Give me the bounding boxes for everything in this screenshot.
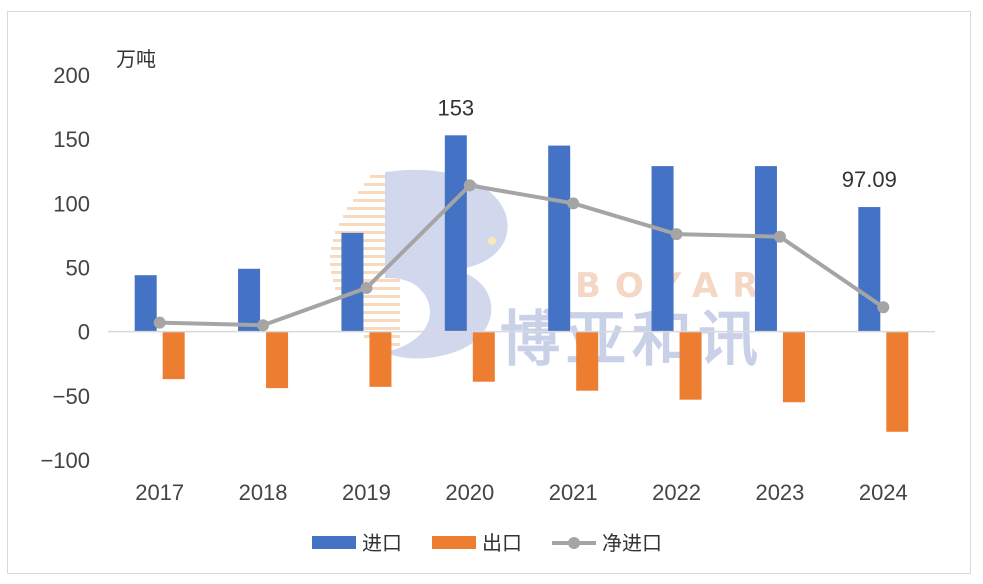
net-import-point [463,179,476,192]
import-bar [238,268,261,332]
legend-label: 净进口 [602,531,662,555]
y-tick-label: 150 [53,127,90,152]
x-tick-label: 2023 [755,480,804,505]
import-bar [858,207,881,332]
watermark-stripe [330,263,400,266]
data-label: 97.09 [842,167,897,192]
net-import-point [773,230,786,243]
net-import-point [257,319,270,332]
net-import-point [153,316,166,329]
y-tick-label: −100 [40,448,90,473]
data-label: 153 [437,95,474,120]
legend-swatch [432,536,476,549]
legend-swatch [312,536,356,549]
export-bar [472,331,495,382]
watermark-stripe [339,223,400,226]
watermark-stripe [364,183,400,186]
legend-item: 出口 [432,531,522,555]
watermark-stripe [370,175,400,178]
y-tick-label: 200 [53,63,90,88]
watermark-eye-icon [488,237,496,245]
watermark-latin: BOYAR [575,266,772,306]
x-tick-label: 2017 [135,480,184,505]
watermark-stripe [335,231,400,234]
export-bar [369,331,392,387]
import-bar [134,275,157,332]
export-bar [576,331,599,391]
import-bar [651,166,674,332]
watermark-stripe [331,271,400,274]
net-import-point [670,228,683,241]
export-bar [782,331,805,403]
watermark-stripe [347,311,400,314]
legend: 进口 出口 净进口 [312,531,662,555]
x-tick-label: 2022 [652,480,701,505]
legend-item: 净进口 [552,531,662,555]
export-bar [162,331,185,380]
net-import-point [567,197,580,210]
watermark-stripe [331,247,400,250]
y-tick-label: 0 [78,320,90,345]
export-bar [679,331,702,400]
net-import-point [360,282,373,295]
import-bar [754,166,777,332]
legend-label: 进口 [362,531,402,555]
watermark-stripe [343,303,400,306]
x-tick-label: 2021 [549,480,598,505]
export-bar [266,331,289,389]
x-axis-ticks: 2017 2018 2019 2020 2021 2022 2023 2024 [135,480,908,505]
import-bar [548,145,571,332]
watermark-stripe [353,199,400,202]
data-labels: 153 97.09 [437,95,896,192]
y-tick-label: −50 [53,384,90,409]
y-tick-label: 100 [53,191,90,216]
legend-label: 出口 [482,531,522,555]
watermark-stripe [358,327,400,330]
watermark-stripe [333,239,400,242]
import-bar [444,135,467,332]
export-bar [886,331,909,432]
watermark-stripe [347,207,400,210]
watermark-stripe [330,255,400,258]
watermark-stripe [339,295,400,298]
legend-item: 进口 [312,531,402,555]
x-tick-label: 2018 [239,480,288,505]
watermark-stripe [343,215,400,218]
watermark-cjk: 博亚和讯 [500,305,764,375]
chart-frame [7,11,971,574]
x-tick-label: 2020 [445,480,494,505]
watermark-stripe [353,319,400,322]
x-tick-label: 2019 [342,480,391,505]
y-axis-ticks: 200 150 100 50 0 −50 −100 [40,63,90,473]
x-tick-label: 2024 [859,480,908,505]
watermark-stripe [358,191,400,194]
watermark-stripe [333,279,400,282]
y-tick-label: 50 [66,256,90,281]
import-bar [341,232,364,332]
y-axis-unit: 万吨 [116,47,156,71]
net-import-point [877,301,890,314]
bars [134,135,909,432]
net-import-polyline [159,183,885,328]
legend-marker [568,537,580,549]
net-import-line [153,179,890,332]
